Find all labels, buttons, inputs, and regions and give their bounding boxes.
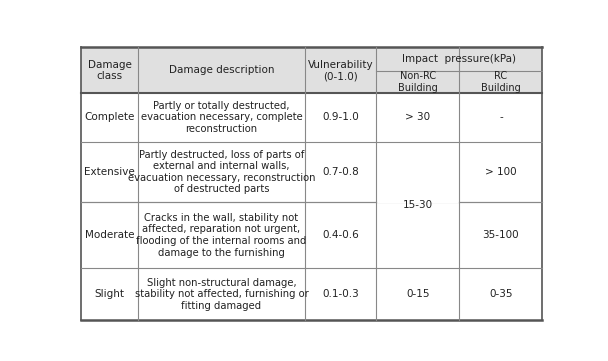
Text: > 30: > 30	[406, 112, 430, 122]
Text: 0-15: 0-15	[406, 289, 430, 299]
Text: Complete: Complete	[85, 112, 135, 122]
Text: Damage
class: Damage class	[88, 60, 131, 81]
Text: > 100: > 100	[485, 167, 517, 177]
Text: Vulnerability
(0-1.0): Vulnerability (0-1.0)	[308, 60, 373, 81]
Text: Moderate: Moderate	[85, 230, 134, 240]
Text: 0.1-0.3: 0.1-0.3	[322, 289, 359, 299]
Text: Partly or totally destructed,
evacuation necessary, complete
reconstruction: Partly or totally destructed, evacuation…	[140, 101, 302, 134]
Text: Cracks in the wall, stability not
affected, reparation not urgent,
flooding of t: Cracks in the wall, stability not affect…	[136, 213, 307, 258]
Text: 0.9-1.0: 0.9-1.0	[322, 112, 359, 122]
Text: Extensive: Extensive	[84, 167, 135, 177]
Text: Partly destructed, loss of parts of
external and internal walls,
evacuation nece: Partly destructed, loss of parts of exte…	[128, 149, 316, 194]
Text: 15-30: 15-30	[402, 200, 433, 210]
Bar	[81, 142, 542, 202]
Text: RC
Building: RC Building	[481, 71, 521, 93]
Text: 0.7-0.8: 0.7-0.8	[322, 167, 359, 177]
Text: 35-100: 35-100	[483, 230, 519, 240]
Bar	[81, 48, 542, 93]
Bar	[377, 201, 459, 203]
Bar	[81, 268, 542, 320]
Bar	[81, 202, 542, 268]
Bar	[81, 93, 542, 142]
Text: Slight non-structural damage,
stability not affected, furnishing or
fitting dama: Slight non-structural damage, stability …	[135, 278, 308, 311]
Text: 0-35: 0-35	[489, 289, 513, 299]
Text: 0.4-0.6: 0.4-0.6	[322, 230, 359, 240]
Text: Non-RC
Building: Non-RC Building	[398, 71, 438, 93]
Text: Slight: Slight	[95, 289, 125, 299]
Text: Damage description: Damage description	[169, 65, 274, 75]
Text: Impact  pressure(kPa): Impact pressure(kPa)	[402, 55, 516, 64]
Text: -: -	[499, 112, 503, 122]
